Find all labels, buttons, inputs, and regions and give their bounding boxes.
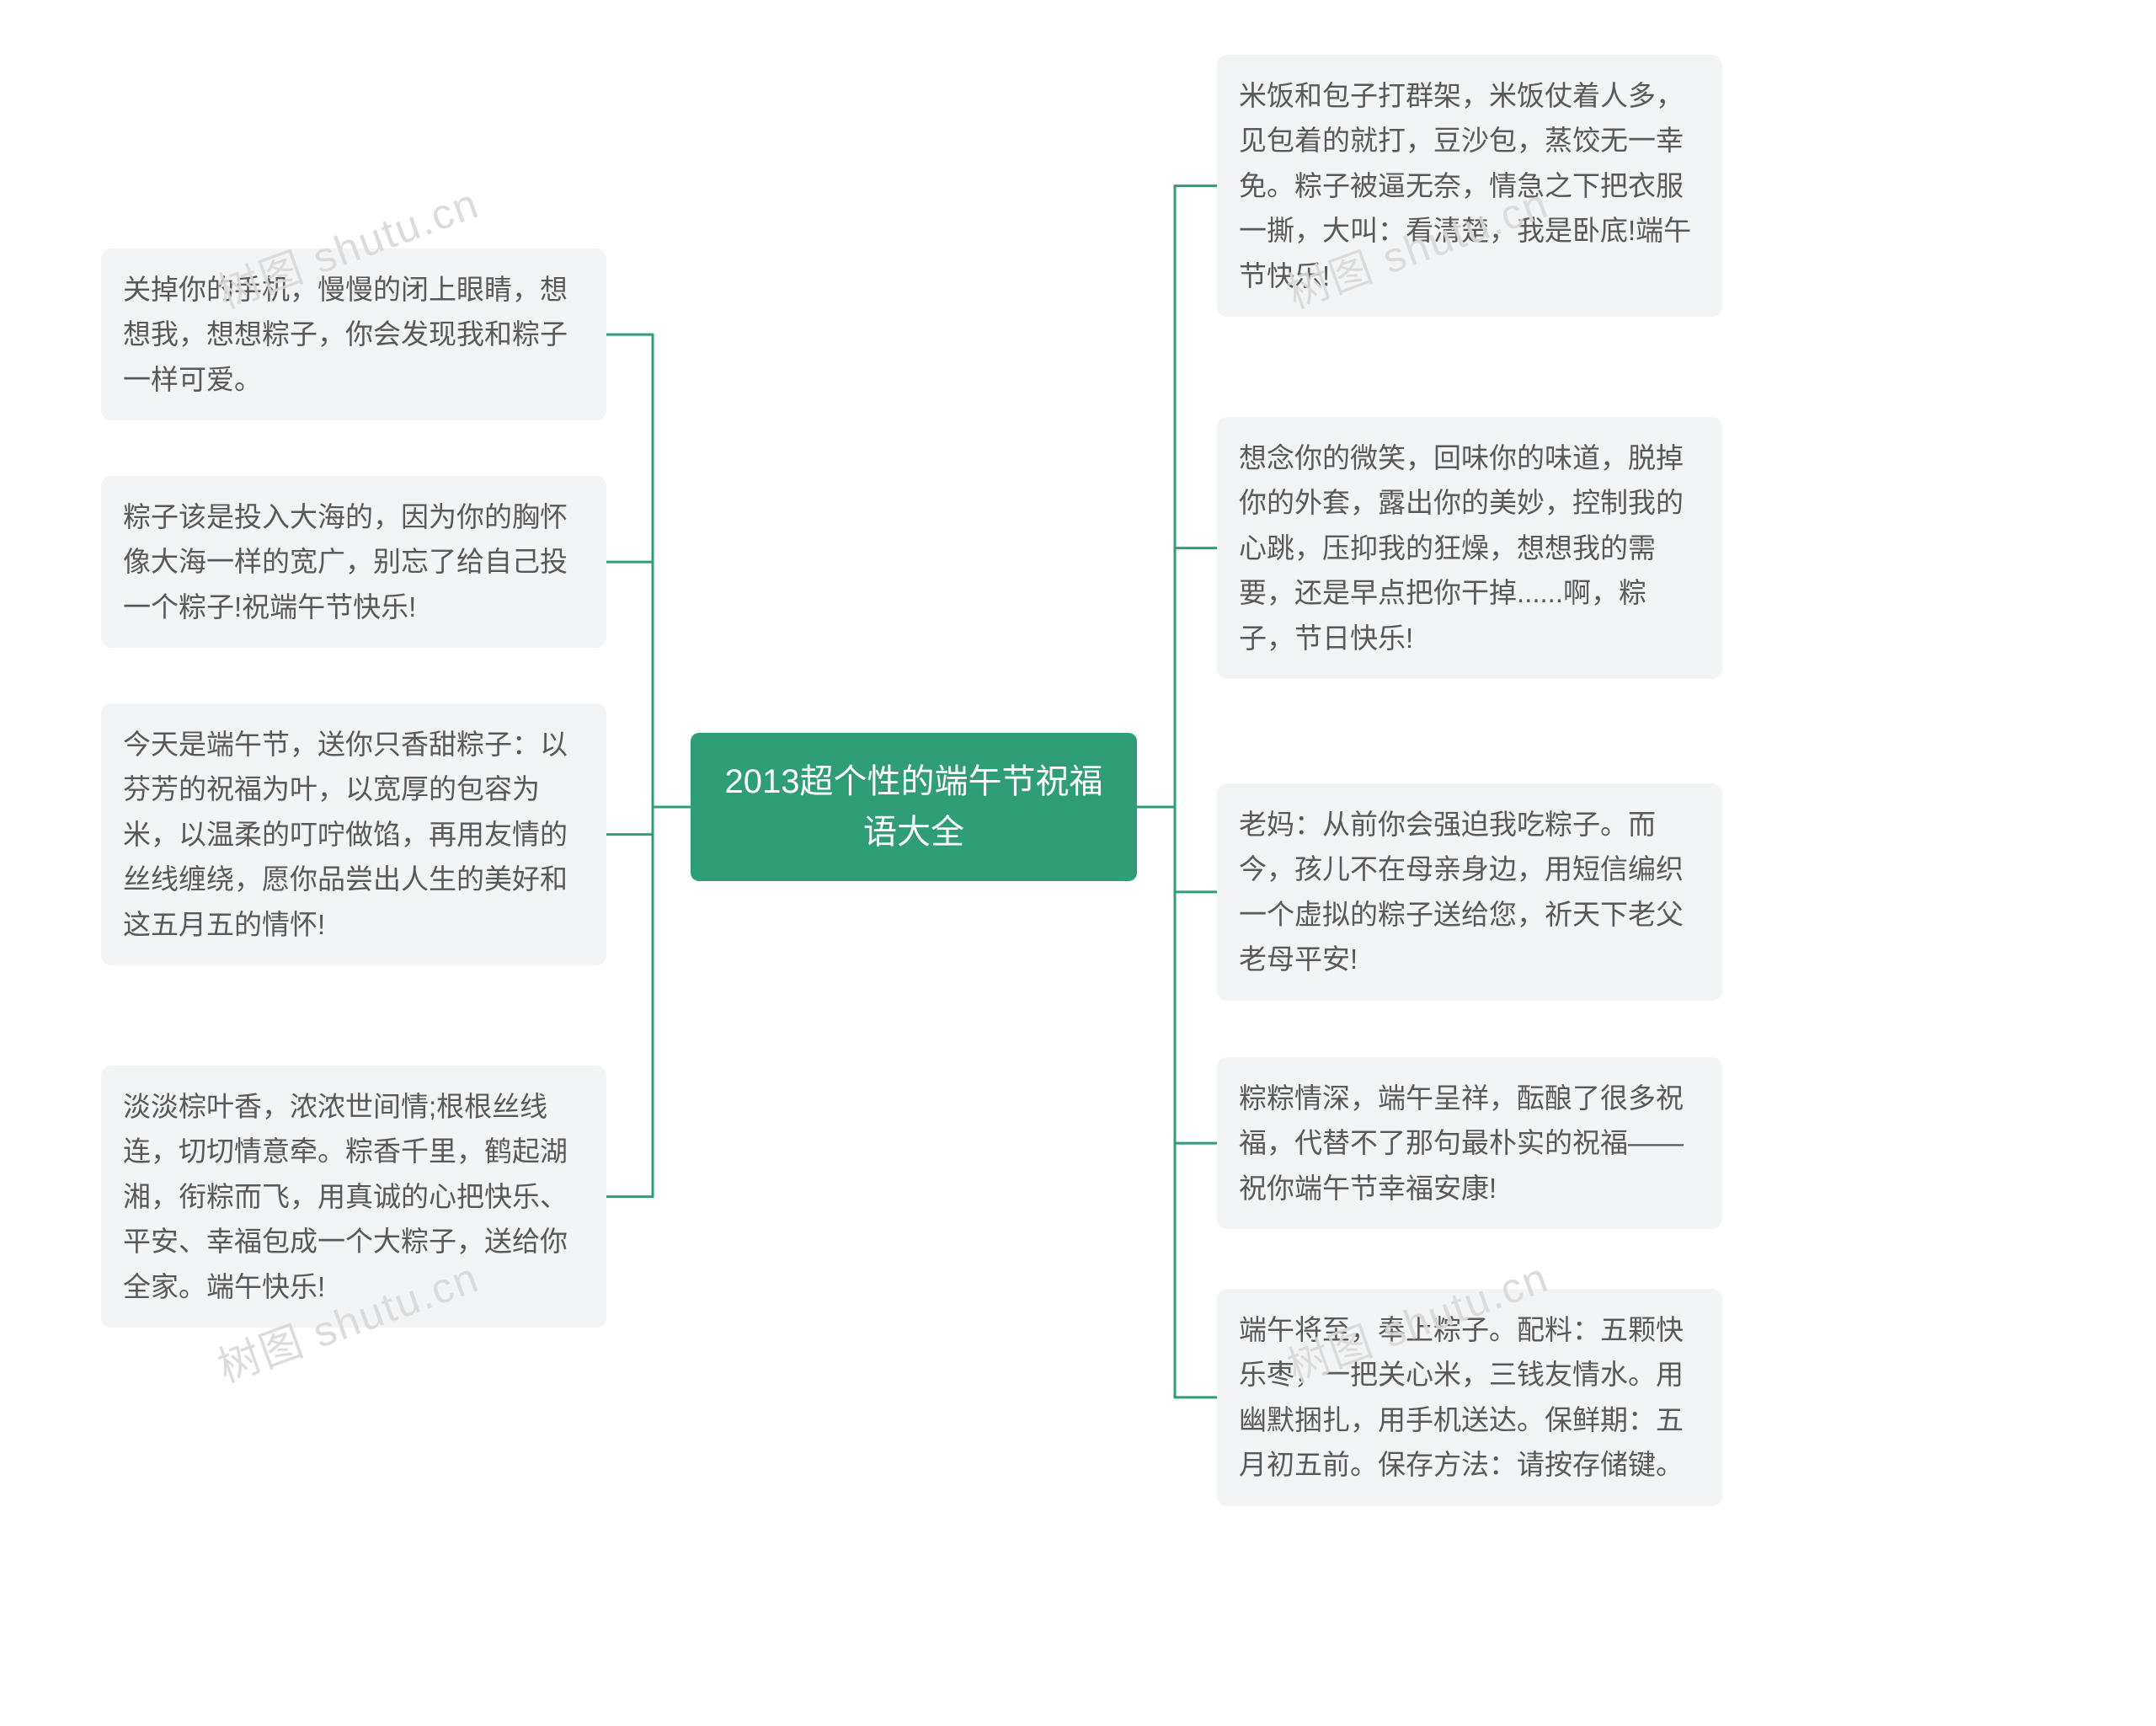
leaf-right-3[interactable]: 粽粽情深，端午呈祥，酝酿了很多祝福，代替不了那句最朴实的祝福——祝你端午节幸福安… [1217, 1057, 1722, 1229]
mindmap-canvas: 2013超个性的端午节祝福语大全 关掉你的手机，慢慢的闭上眼睛，想想我，想想粽子… [0, 0, 2156, 1726]
leaf-right-0[interactable]: 米饭和包子打群架，米饭仗着人多，见包着的就打，豆沙包，蒸饺无一幸免。粽子被逼无奈… [1217, 55, 1722, 317]
leaf-left-1[interactable]: 粽子该是投入大海的，因为你的胸怀像大海一样的宽广，别忘了给自己投一个粽子!祝端午… [101, 476, 606, 648]
leaf-right-2[interactable]: 老妈：从前你会强迫我吃粽子。而今，孩儿不在母亲身边，用短信编织一个虚拟的粽子送给… [1217, 783, 1722, 1001]
leaf-left-3[interactable]: 淡淡棕叶香，浓浓世间情;根根丝线连，切切情意牵。粽香千里，鹤起湖湘，衔粽而飞，用… [101, 1066, 606, 1328]
leaf-left-0[interactable]: 关掉你的手机，慢慢的闭上眼睛，想想我，想想粽子，你会发现我和粽子一样可爱。 [101, 248, 606, 420]
center-topic[interactable]: 2013超个性的端午节祝福语大全 [691, 733, 1137, 881]
leaf-left-2[interactable]: 今天是端午节，送你只香甜粽子：以芬芳的祝福为叶，以宽厚的包容为米，以温柔的叮咛做… [101, 703, 606, 965]
leaf-right-4[interactable]: 端午将至，奉上粽子。配料：五颗快乐枣，一把关心米，三钱友情水。用幽默捆扎，用手机… [1217, 1289, 1722, 1506]
leaf-right-1[interactable]: 想念你的微笑，回味你的味道，脱掉你的外套，露出你的美妙，控制我的心跳，压抑我的狂… [1217, 417, 1722, 679]
